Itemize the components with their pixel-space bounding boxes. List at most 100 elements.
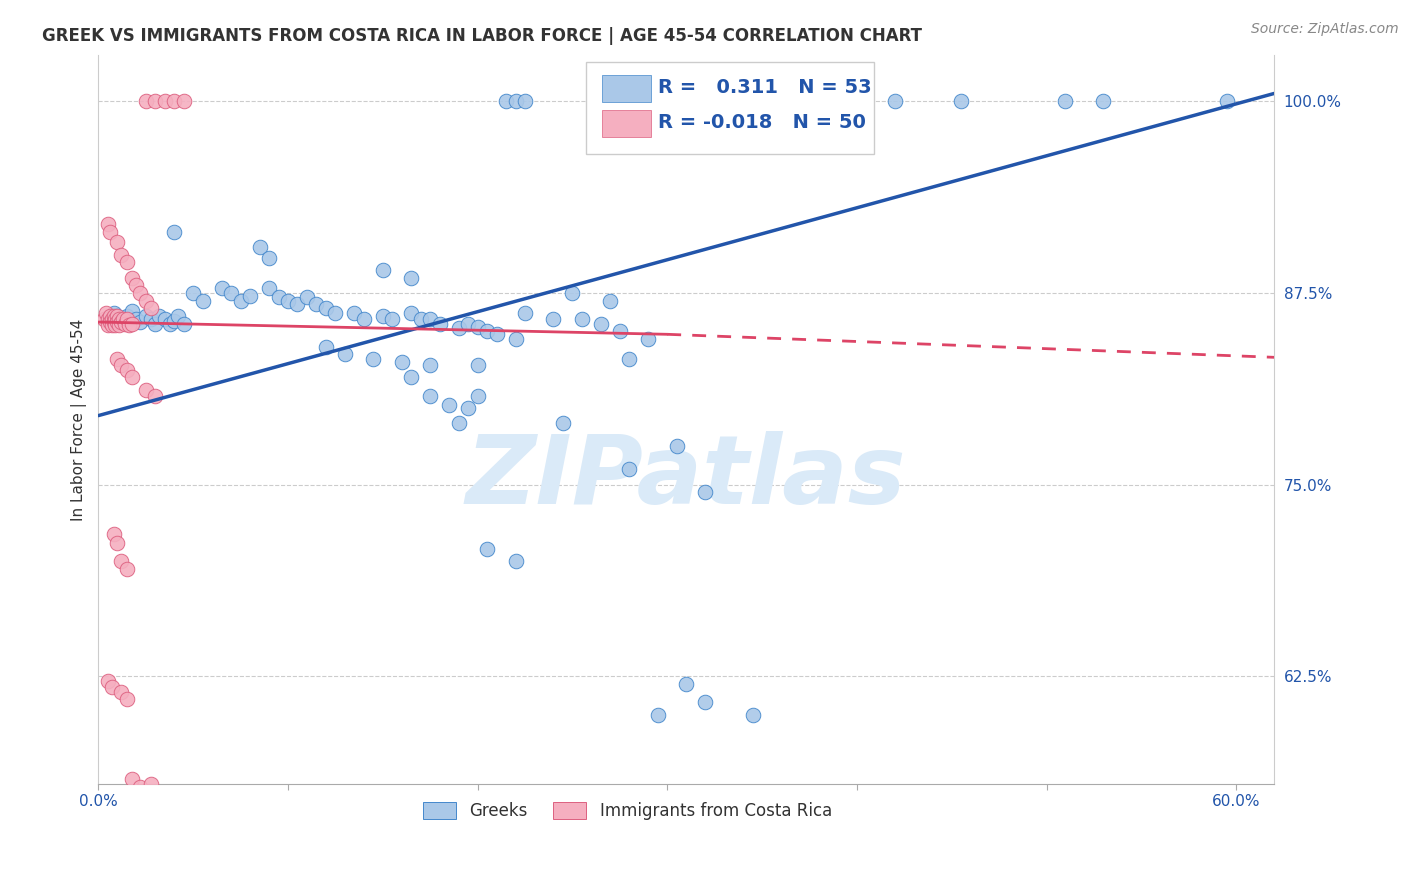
Point <box>125 312 148 326</box>
Point <box>115 309 138 323</box>
Point <box>110 554 132 568</box>
Point <box>105 536 128 550</box>
Point <box>141 312 163 326</box>
Point <box>561 285 583 300</box>
Point <box>437 398 460 412</box>
Point <box>105 309 128 323</box>
Point <box>135 383 157 397</box>
Point <box>104 318 127 332</box>
Point <box>121 304 143 318</box>
Point <box>129 285 152 300</box>
Point <box>447 417 470 431</box>
Point <box>148 309 170 323</box>
Point <box>125 278 148 293</box>
Point <box>647 707 669 722</box>
Point <box>287 296 309 310</box>
Point <box>163 313 186 327</box>
Point <box>619 351 641 366</box>
Point <box>115 255 138 269</box>
Point <box>619 462 641 476</box>
Point <box>769 94 792 108</box>
Point <box>665 439 688 453</box>
Point <box>363 351 385 366</box>
Point <box>97 217 120 231</box>
Point <box>315 301 337 316</box>
Point <box>741 94 763 108</box>
Text: ZIPatlas: ZIPatlas <box>465 431 907 524</box>
Point <box>104 312 127 326</box>
Point <box>98 309 121 323</box>
Point <box>609 324 631 338</box>
Point <box>333 347 356 361</box>
Point <box>789 94 811 108</box>
Point <box>467 389 489 403</box>
Point <box>371 309 394 323</box>
Point <box>115 312 138 326</box>
Point <box>100 312 122 326</box>
Point <box>295 291 318 305</box>
Point <box>315 340 337 354</box>
Point <box>173 317 195 331</box>
Point <box>447 321 470 335</box>
Point <box>419 389 441 403</box>
Point <box>167 309 190 323</box>
Point <box>277 293 299 308</box>
Point <box>589 317 612 331</box>
Point <box>249 240 271 254</box>
Text: R = -0.018   N = 50: R = -0.018 N = 50 <box>658 113 866 132</box>
Point <box>353 312 375 326</box>
Point <box>267 291 290 305</box>
Point <box>103 526 125 541</box>
Point <box>257 251 280 265</box>
Point <box>229 293 252 308</box>
Point <box>257 281 280 295</box>
Point <box>163 225 186 239</box>
Point <box>153 94 176 108</box>
Point <box>97 318 120 332</box>
Point <box>495 94 517 108</box>
Y-axis label: In Labor Force | Age 45-54: In Labor Force | Age 45-54 <box>72 318 87 521</box>
Point <box>457 317 479 331</box>
Point <box>97 312 120 326</box>
Point <box>121 370 143 384</box>
Point <box>121 317 143 331</box>
Point <box>135 309 157 323</box>
Point <box>115 692 138 706</box>
Point <box>399 370 422 384</box>
Point <box>143 317 166 331</box>
Point <box>118 318 141 332</box>
Text: GREEK VS IMMIGRANTS FROM COSTA RICA IN LABOR FORCE | AGE 45-54 CORRELATION CHART: GREEK VS IMMIGRANTS FROM COSTA RICA IN L… <box>42 27 922 45</box>
Point <box>93 312 115 326</box>
Point <box>543 312 565 326</box>
Point <box>950 94 973 108</box>
Point <box>181 285 204 300</box>
Point <box>97 312 120 326</box>
Point <box>219 285 242 300</box>
Point <box>571 312 593 326</box>
Text: R =   0.311   N = 53: R = 0.311 N = 53 <box>658 78 872 97</box>
Point <box>343 306 366 320</box>
Point <box>111 312 134 326</box>
Point <box>391 355 413 369</box>
Point <box>108 312 131 326</box>
Point <box>457 401 479 415</box>
Point <box>467 319 489 334</box>
Point <box>163 94 186 108</box>
Point <box>371 263 394 277</box>
Point <box>429 317 451 331</box>
Point <box>505 94 527 108</box>
Point <box>143 94 166 108</box>
Point <box>135 293 157 308</box>
FancyBboxPatch shape <box>602 75 651 103</box>
Point <box>211 281 233 295</box>
Point <box>97 673 120 688</box>
Point <box>467 358 489 372</box>
Point <box>94 306 117 320</box>
Point <box>98 315 121 329</box>
Point <box>741 707 763 722</box>
Point <box>381 312 404 326</box>
Point <box>399 270 422 285</box>
Point <box>675 677 697 691</box>
Point <box>1054 94 1077 108</box>
Point <box>599 293 621 308</box>
